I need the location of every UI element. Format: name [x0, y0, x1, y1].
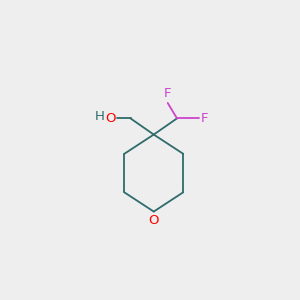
Text: F: F: [164, 87, 172, 100]
Text: O: O: [105, 112, 116, 125]
Text: F: F: [201, 112, 208, 125]
Text: H: H: [95, 110, 105, 123]
Text: O: O: [148, 214, 159, 227]
